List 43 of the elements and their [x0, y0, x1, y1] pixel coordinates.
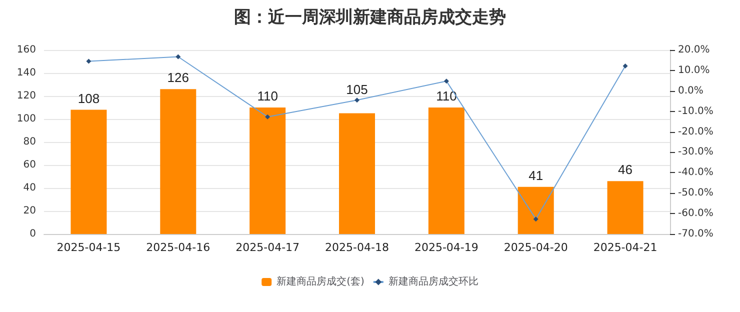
- y2-tick-label: -20.0%: [678, 126, 714, 138]
- y-tick-label: 60: [23, 160, 36, 170]
- legend-label: 新建商品房成交(套): [276, 276, 364, 288]
- text: 105: [346, 82, 368, 98]
- bar: [160, 89, 196, 234]
- x-tick-label: 2025-04-18: [325, 241, 389, 254]
- bar: [250, 108, 286, 234]
- bar: [339, 113, 375, 234]
- y-tick-label: 140: [16, 68, 36, 78]
- text: 110: [257, 88, 278, 104]
- text: 41: [528, 168, 544, 183]
- y2-tick-label: -40.0%: [678, 167, 714, 178]
- y2-tick-label: 20.0%: [678, 44, 710, 56]
- y2-tick-label: -30.0%: [678, 146, 714, 158]
- y2-tick-label: 10.0%: [678, 64, 710, 76]
- bar: [518, 186, 554, 234]
- x-tick-label: 2025-04-15: [56, 241, 121, 254]
- x-tick-label: 2025-04-21: [593, 241, 658, 254]
- x-tick-label: 2025-04-16: [146, 241, 210, 254]
- y-tick-label: 40: [23, 182, 36, 194]
- bar: [428, 108, 464, 234]
- legend-label: 新建商品房成交环比: [388, 276, 478, 288]
- text: 46: [618, 162, 633, 178]
- bar: [607, 181, 644, 234]
- y-tick-label: 20: [23, 206, 36, 216]
- y-tick-label: 80: [23, 136, 36, 148]
- y-tick-label: 100: [16, 114, 36, 124]
- y-tick-label: 160: [16, 44, 36, 56]
- y2-tick-label: -60.0%: [678, 208, 714, 220]
- bar: [70, 110, 107, 234]
- y2-tick-label: -50.0%: [678, 188, 714, 199]
- y2-tick-label: 0.0%: [678, 85, 704, 96]
- y-tick-label: 0: [30, 228, 36, 240]
- text: 110: [436, 88, 457, 104]
- x-tick-label: 2025-04-20: [504, 241, 568, 254]
- text: 126: [167, 70, 189, 86]
- y-tick-label: 120: [16, 90, 36, 102]
- x-tick-label: 2025-04-17: [236, 241, 300, 254]
- chart-title: 图：近一周深圳新建商品房成交走势: [234, 8, 506, 28]
- x-tick-label: 2025-04-19: [414, 241, 478, 254]
- text: 108: [78, 90, 100, 106]
- y2-tick-label: -10.0%: [678, 106, 714, 117]
- y2-tick-label: -70.0%: [678, 228, 714, 240]
